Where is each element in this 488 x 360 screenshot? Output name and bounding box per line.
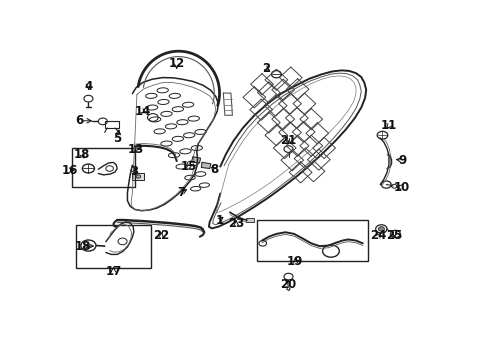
Text: 7: 7 xyxy=(177,186,185,199)
Text: 18: 18 xyxy=(74,148,90,161)
Text: 2: 2 xyxy=(261,62,269,75)
Text: 5: 5 xyxy=(113,131,121,144)
Bar xyxy=(245,219,254,222)
Bar xyxy=(72,148,135,187)
Text: 14: 14 xyxy=(134,105,150,118)
Text: 13: 13 xyxy=(128,143,144,156)
Text: 23: 23 xyxy=(227,217,244,230)
Text: 15: 15 xyxy=(181,160,197,173)
Text: 21: 21 xyxy=(279,134,295,147)
Text: 4: 4 xyxy=(84,80,92,93)
Polygon shape xyxy=(201,162,210,168)
Text: 22: 22 xyxy=(153,229,169,242)
Text: 12: 12 xyxy=(168,58,184,71)
Bar xyxy=(257,220,367,261)
Text: 19: 19 xyxy=(286,255,303,268)
Polygon shape xyxy=(191,157,200,163)
Text: 1: 1 xyxy=(215,213,223,226)
Text: 25: 25 xyxy=(386,229,402,242)
Text: 24: 24 xyxy=(370,229,386,242)
Bar xyxy=(132,174,144,180)
Bar xyxy=(104,121,119,128)
Circle shape xyxy=(378,227,384,231)
Text: 17: 17 xyxy=(105,265,122,278)
Text: 18: 18 xyxy=(75,240,91,253)
Text: 11: 11 xyxy=(380,119,396,132)
Text: 20: 20 xyxy=(279,278,295,291)
Text: 3: 3 xyxy=(129,165,138,178)
Text: 10: 10 xyxy=(393,181,409,194)
Circle shape xyxy=(136,175,141,178)
Text: 16: 16 xyxy=(61,164,78,177)
Text: 6: 6 xyxy=(75,114,83,127)
Text: 8: 8 xyxy=(210,163,218,176)
Bar xyxy=(75,225,151,268)
Text: 9: 9 xyxy=(397,154,406,167)
